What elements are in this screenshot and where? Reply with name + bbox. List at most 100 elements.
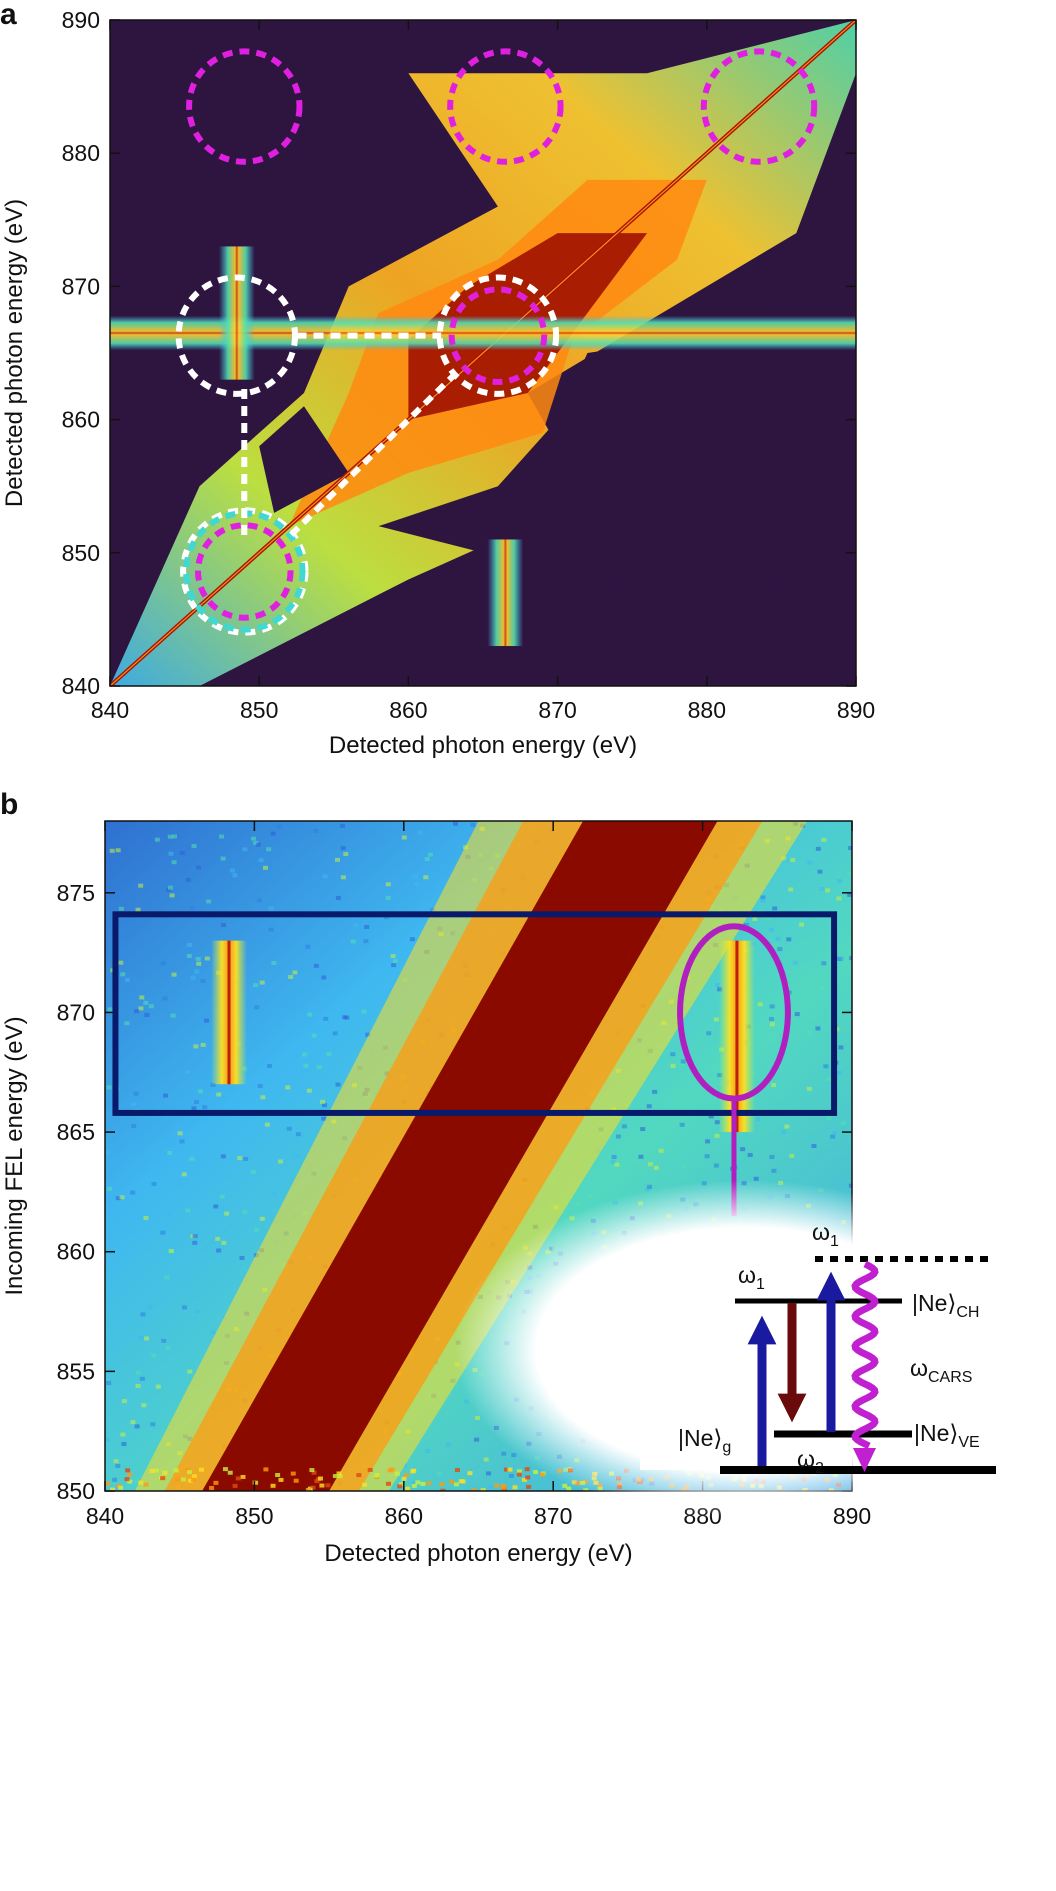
speckle-bottom	[385, 1481, 391, 1486]
speckle	[837, 879, 843, 884]
speckle-bottom	[125, 1468, 131, 1473]
speckle	[130, 1230, 136, 1235]
speckle	[840, 1121, 846, 1126]
speckle-bottom	[185, 1467, 191, 1472]
annotation-circle-3	[175, 274, 299, 397]
x-tick-label-b-860: 860	[385, 1503, 423, 1529]
speckle	[832, 1130, 838, 1135]
speckle	[185, 1208, 191, 1213]
state-g-label: |Ne⟩g	[678, 1425, 731, 1456]
speckle	[169, 1249, 175, 1254]
speckle	[511, 1453, 517, 1458]
speckle	[140, 1312, 146, 1317]
speckle	[335, 1082, 341, 1087]
speckle	[332, 1031, 338, 1036]
speckle	[171, 860, 177, 865]
speckle	[826, 1077, 832, 1082]
speckle	[847, 871, 852, 876]
speckle	[250, 1169, 256, 1174]
speckle	[285, 1085, 291, 1090]
speckle-bottom	[311, 1470, 317, 1475]
annotation-circle-0	[186, 48, 303, 165]
heatmap-a-void-left	[259, 406, 349, 513]
speckle	[264, 1122, 270, 1127]
speckle	[147, 1304, 153, 1309]
speckle-bottom	[293, 1478, 299, 1483]
speckle-bottom	[110, 1487, 116, 1491]
speckle	[136, 1370, 142, 1375]
speckle-bottom	[235, 1476, 241, 1481]
speckle	[307, 1012, 313, 1017]
speckle	[210, 1330, 216, 1335]
speckle-bottom	[501, 1485, 507, 1490]
speckle	[501, 1451, 507, 1456]
speckle	[836, 1071, 842, 1076]
speckle	[786, 937, 792, 942]
speckle-bottom	[143, 1482, 149, 1487]
speckle	[105, 1437, 111, 1442]
speckle	[614, 1162, 620, 1167]
speckle	[760, 895, 766, 900]
speckle	[234, 1096, 240, 1101]
x-tick-label-a-840: 840	[91, 697, 129, 723]
heatmap-b	[105, 821, 852, 1491]
speckle	[257, 1084, 263, 1089]
speckle	[772, 906, 778, 911]
speckle	[124, 977, 130, 982]
speckle	[131, 1124, 137, 1129]
speckle-bottom	[471, 1488, 477, 1491]
speckle	[769, 1016, 775, 1021]
speckle-bottom	[186, 1470, 192, 1475]
speckle	[769, 927, 775, 932]
speckle	[181, 1172, 187, 1177]
speckle-bottom	[232, 1483, 238, 1488]
speckle	[610, 1159, 616, 1164]
speckle-bottom	[521, 1477, 527, 1482]
speckle	[131, 1102, 137, 1107]
speckle	[821, 837, 827, 842]
y-tick-label-b-860: 860	[57, 1239, 95, 1265]
speckle	[769, 1022, 775, 1027]
speckle	[195, 956, 201, 961]
speckle	[799, 922, 805, 927]
speckle	[167, 1150, 173, 1155]
speckle	[681, 1164, 687, 1169]
speckle	[165, 1346, 171, 1351]
heatmap-a	[110, 20, 856, 686]
speckle	[186, 953, 192, 958]
speckle	[340, 875, 346, 880]
speckle-bottom	[270, 1483, 276, 1488]
speckle-bottom	[389, 1467, 395, 1472]
heatmap-a-void-right	[378, 339, 856, 593]
y-tick-label-a-870: 870	[62, 273, 100, 299]
speckle	[715, 983, 721, 988]
speckle	[792, 960, 798, 965]
speckle	[204, 956, 210, 961]
speckle	[638, 1154, 644, 1159]
speckle-bottom	[213, 1480, 219, 1485]
speckle	[713, 1017, 719, 1022]
speckle	[390, 954, 396, 959]
speckle	[819, 886, 825, 891]
speckle	[239, 1255, 245, 1260]
speckle	[242, 1209, 248, 1214]
speckle	[210, 1082, 216, 1087]
speckle	[322, 1103, 328, 1108]
speckle	[646, 1104, 652, 1109]
speckle-bottom	[153, 1468, 159, 1473]
speckle-bottom	[440, 1488, 446, 1491]
y-tick-label-a-840: 840	[62, 673, 100, 699]
speckle	[769, 1004, 775, 1009]
speckle	[255, 842, 261, 847]
speckle	[220, 856, 226, 861]
speckle	[615, 1134, 621, 1139]
speckle	[163, 1093, 169, 1098]
speckle-bottom	[507, 1467, 513, 1472]
speckle-bottom	[162, 1470, 168, 1475]
speckle	[313, 828, 319, 833]
speckle-bottom	[426, 1481, 432, 1486]
speckle-bottom	[494, 1483, 500, 1488]
speckle-bottom	[516, 1472, 522, 1477]
speckle	[138, 883, 144, 888]
speckle-bottom	[503, 1467, 509, 1472]
